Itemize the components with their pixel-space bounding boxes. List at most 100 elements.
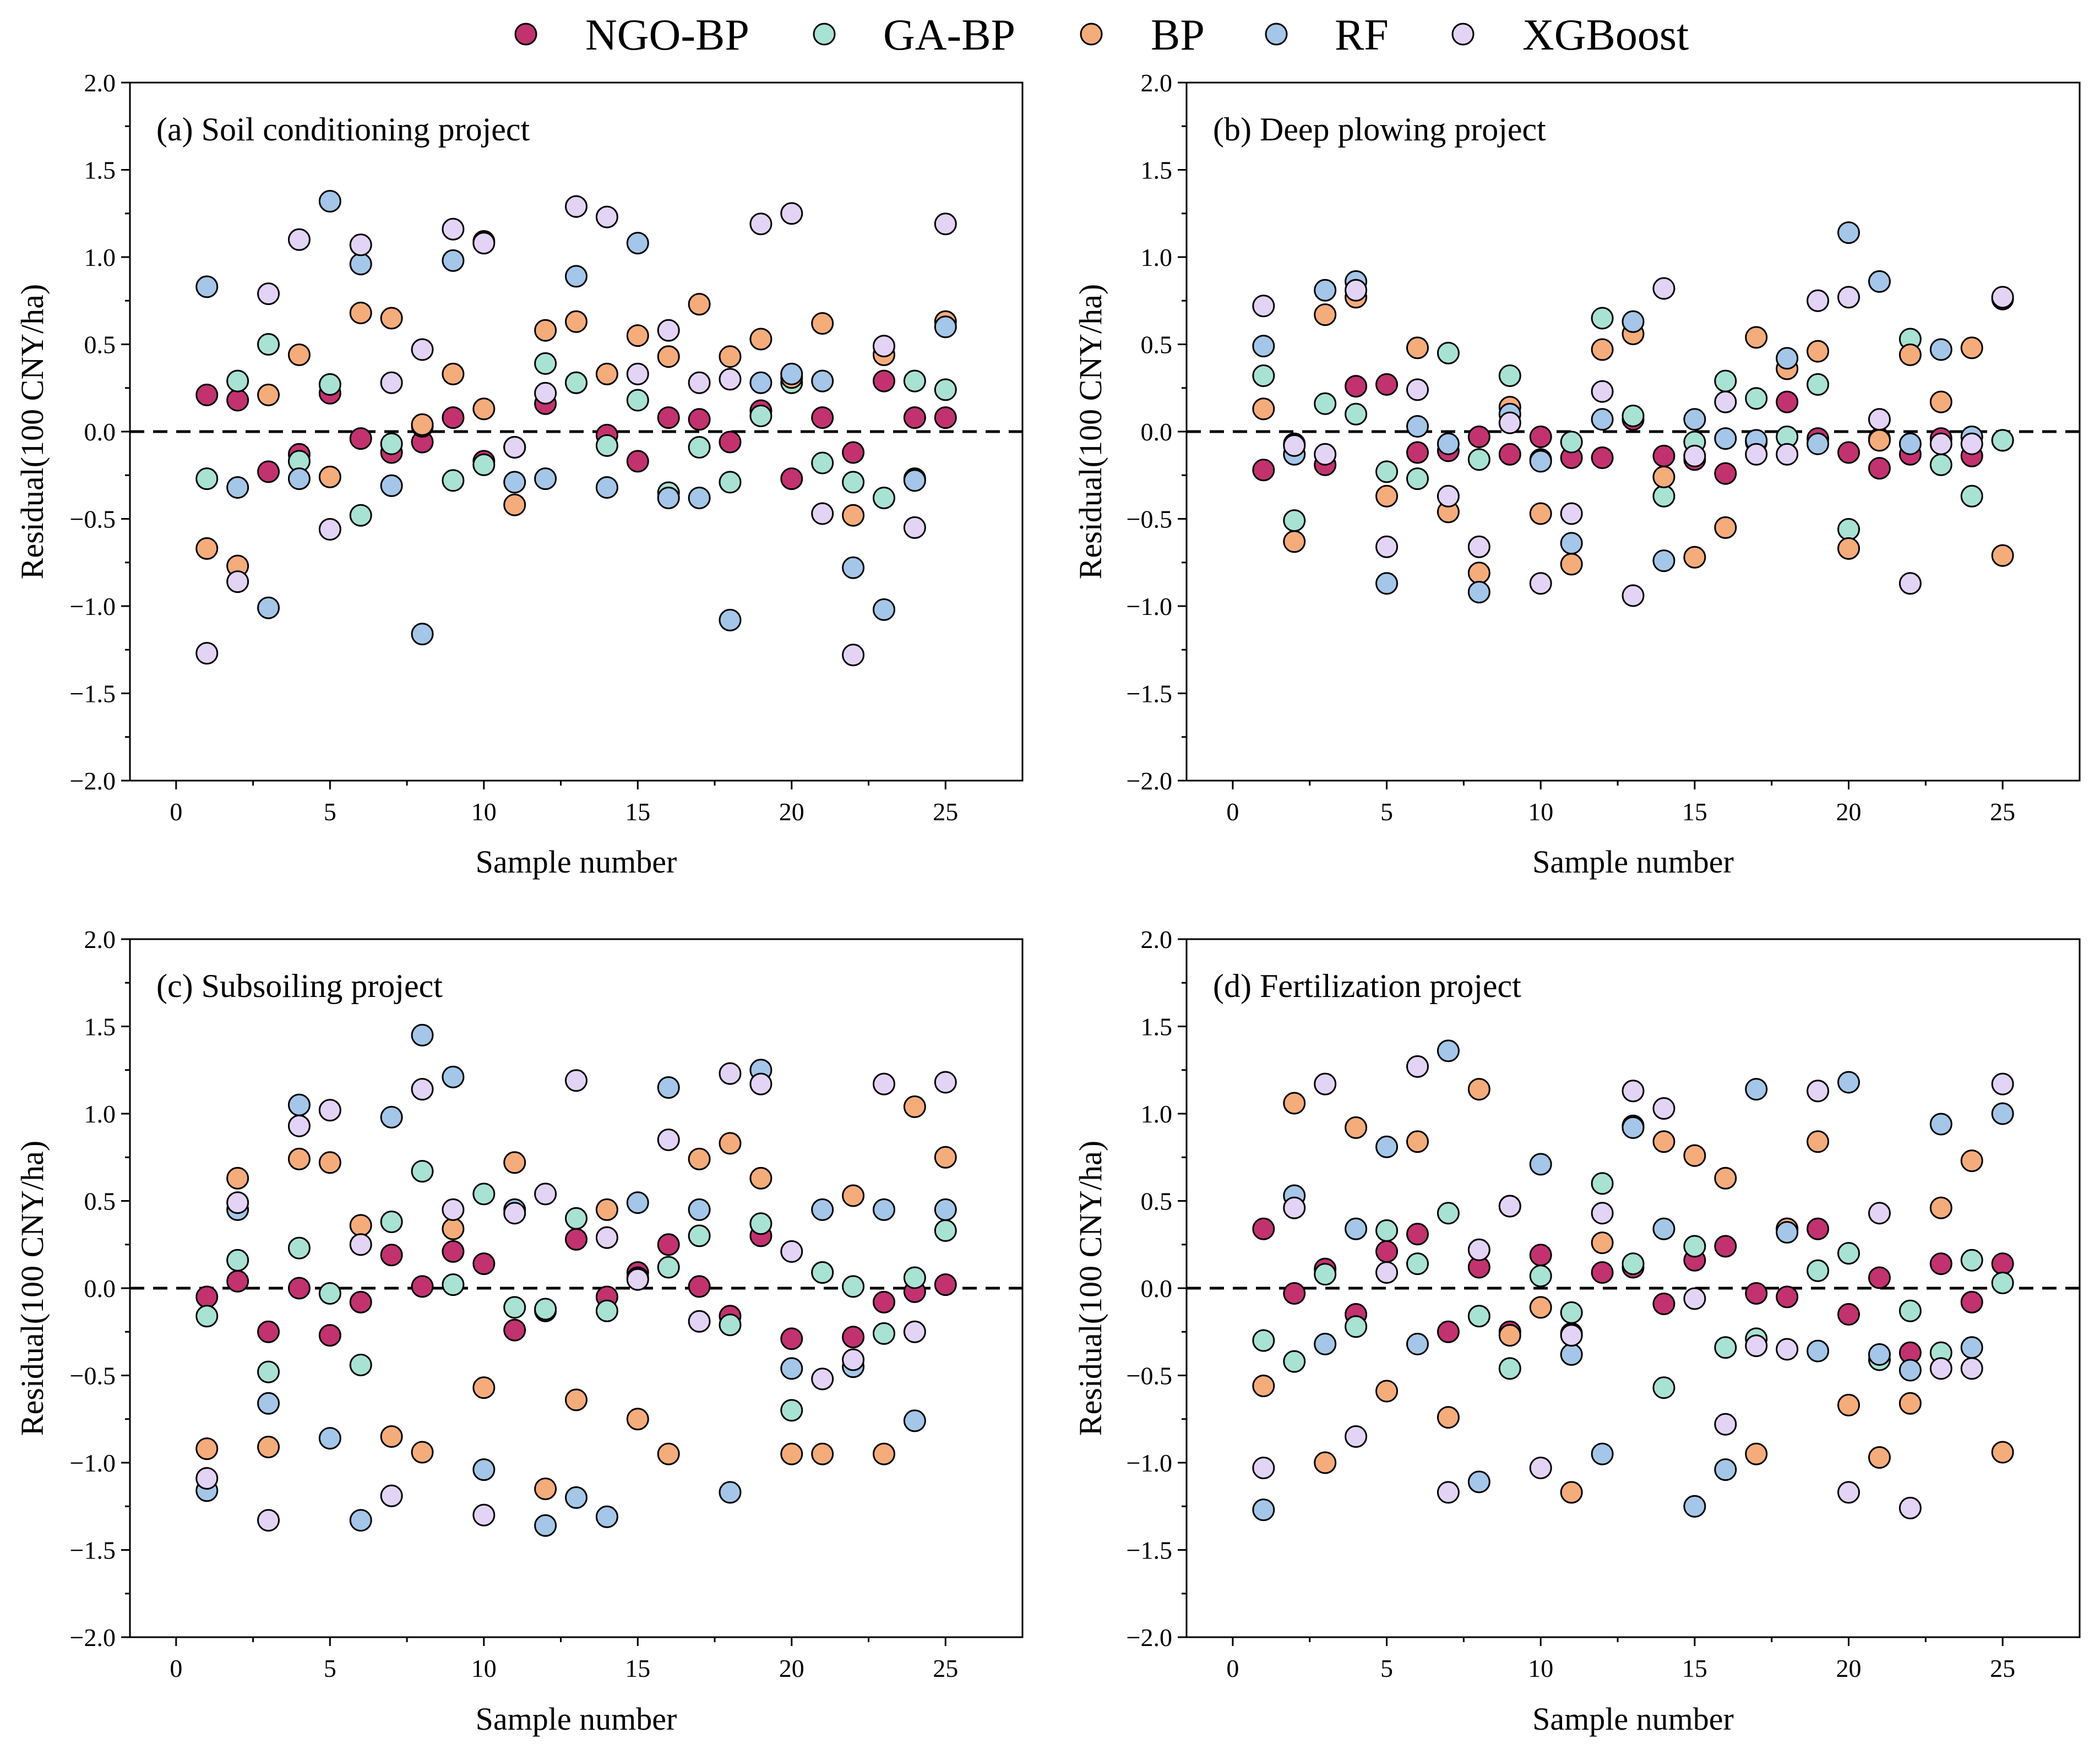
legend-label: XGBoost: [1522, 11, 1689, 59]
data-point: [1375, 572, 1399, 595]
data-point: [1529, 572, 1552, 595]
y-tick-label: −1.5: [1127, 680, 1172, 708]
data-point: [934, 1198, 957, 1221]
x-tick-label: 5: [1380, 1654, 1393, 1682]
data-point: [349, 253, 372, 276]
y-tick-label: 1.0: [84, 243, 116, 271]
data-point: [287, 467, 311, 490]
legend-marker: [813, 23, 836, 46]
data-point: [287, 1236, 311, 1260]
data-point: [411, 1275, 434, 1298]
data-point: [1375, 1219, 1399, 1242]
data-point: [472, 397, 496, 421]
x-tick-label: 5: [1380, 798, 1393, 826]
data-point: [1591, 408, 1614, 431]
data-point: [842, 556, 865, 579]
data-point: [1467, 1078, 1490, 1101]
y-axis-title: Residual(100 CNY/ha): [14, 1141, 50, 1436]
data-point: [380, 1425, 403, 1448]
data-point: [719, 1132, 742, 1155]
data-point: [688, 1198, 711, 1221]
y-tick-label: 1.5: [84, 156, 116, 184]
legend-marker: [514, 23, 537, 46]
data-point: [287, 1277, 311, 1300]
data-point: [780, 362, 803, 385]
data-point: [1807, 289, 1830, 312]
data-point: [1467, 581, 1490, 604]
data-point: [1283, 530, 1306, 553]
data-point: [1467, 426, 1490, 449]
data-point: [472, 453, 496, 476]
y-tick-label: −1.5: [70, 680, 116, 708]
data-point: [1683, 1144, 1706, 1167]
data-point: [534, 1298, 557, 1321]
legend-label: NGO-BP: [585, 11, 749, 59]
data-point: [1591, 1231, 1614, 1255]
data-point: [1714, 390, 1737, 413]
data-point: [1498, 443, 1521, 466]
data-point: [1591, 307, 1614, 330]
data-point: [872, 486, 895, 509]
data-point: [595, 205, 618, 228]
legend-item-ngo-bp: NGO-BP: [514, 11, 749, 59]
data-point: [1314, 1072, 1337, 1096]
data-point: [780, 1442, 803, 1465]
data-point: [1991, 1252, 2014, 1276]
data-point: [688, 408, 711, 431]
data-point: [934, 1273, 957, 1296]
x-tick-label: 25: [933, 798, 958, 826]
data-point: [1252, 1329, 1275, 1352]
data-point: [1714, 516, 1737, 539]
x-tick-label: 10: [471, 1654, 497, 1682]
data-point: [1345, 1315, 1368, 1338]
data-point: [1714, 1413, 1737, 1436]
data-point: [565, 265, 587, 288]
data-point: [1560, 553, 1583, 576]
y-tick-label: −1.0: [70, 1449, 116, 1477]
data-point: [1437, 432, 1460, 455]
legend-label: RF: [1335, 11, 1389, 59]
data-point: [657, 1233, 680, 1256]
data-point: [903, 469, 926, 492]
legend-label: BP: [1151, 11, 1205, 59]
data-point: [534, 382, 557, 405]
data-point: [688, 371, 711, 394]
data-point: [1560, 1343, 1583, 1366]
data-point: [1683, 408, 1706, 431]
data-point: [842, 1184, 865, 1207]
data-point: [595, 362, 618, 385]
data-point: [1898, 432, 1922, 455]
data-point: [226, 476, 249, 499]
series-ngo-bp: [195, 369, 957, 490]
series-ngo-bp: [195, 1224, 957, 1350]
data-point: [811, 406, 834, 429]
series-rf: [195, 1023, 957, 1537]
data-point: [1375, 1380, 1399, 1403]
data-point: [1437, 1202, 1460, 1225]
data-point: [842, 1326, 865, 1349]
data-point: [1314, 392, 1337, 415]
data-point: [780, 202, 803, 225]
data-point: [1652, 277, 1675, 300]
data-point: [1622, 310, 1645, 333]
y-tick-label: 0.5: [84, 331, 116, 359]
x-tick-label: 15: [1682, 798, 1707, 826]
data-point: [1991, 1102, 2014, 1125]
series-ngo-bp: [1252, 373, 2014, 485]
data-point: [1929, 338, 1952, 361]
data-point: [1591, 380, 1614, 403]
data-point: [1622, 1116, 1645, 1139]
data-point: [657, 345, 680, 368]
data-point: [318, 1151, 341, 1174]
data-point: [1283, 1282, 1306, 1305]
data-point: [903, 1095, 926, 1118]
data-point: [442, 1198, 465, 1221]
y-axis-title: Residual(100 CNY/ha): [1073, 284, 1108, 579]
x-tick-label: 0: [1226, 798, 1239, 826]
data-point: [195, 383, 219, 406]
data-point: [534, 1514, 557, 1537]
data-point: [287, 1114, 311, 1137]
data-point: [1683, 1495, 1706, 1518]
data-point: [318, 1099, 341, 1122]
data-point: [903, 516, 926, 539]
